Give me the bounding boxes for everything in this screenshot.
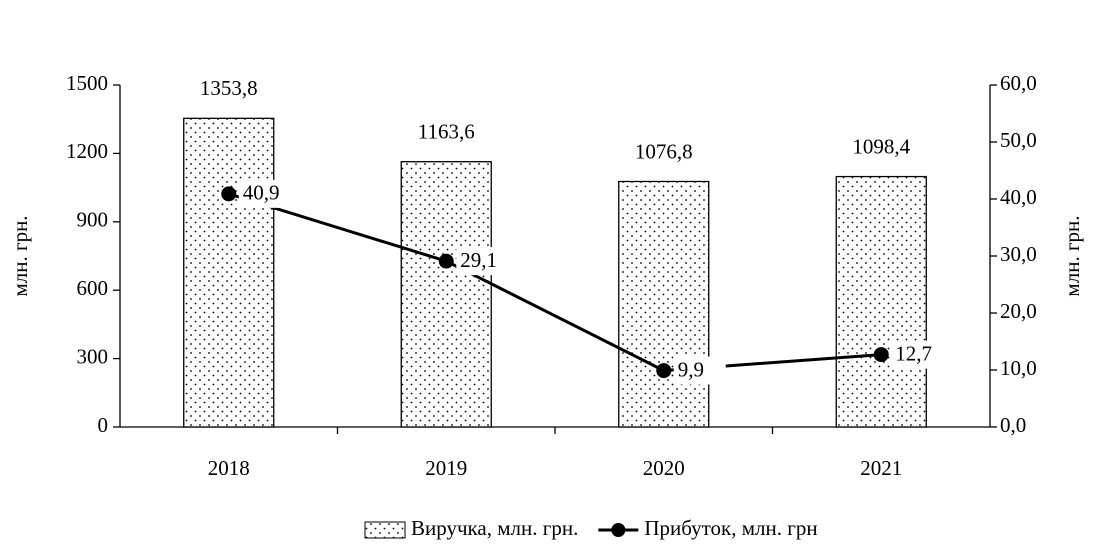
y-axis-title: млн. грн.: [8, 215, 32, 296]
bar-value-label: 1163,6: [418, 120, 475, 144]
line-value-label: 9,9: [678, 357, 704, 381]
line-marker: [439, 254, 454, 269]
y-tick-label: 300: [77, 344, 109, 368]
bar: [836, 177, 926, 427]
y2-tick-label: 10,0: [1000, 356, 1037, 380]
y-tick-label: 900: [77, 208, 109, 232]
y2-tick-label: 0,0: [1000, 413, 1026, 437]
x-tick-label: 2019: [425, 456, 467, 480]
legend-label: Виручка, млн. грн.: [411, 516, 578, 540]
y-tick-label: 1500: [66, 71, 108, 95]
bar: [401, 162, 491, 427]
y2-axis-title: млн. грн.: [1060, 215, 1084, 296]
x-tick-label: 2021: [860, 456, 902, 480]
legend-marker: [611, 523, 625, 537]
chart: млн. грн. млн. грн. 0 300 600 900 1200 1500 0,…: [0, 0, 1094, 548]
x-tick-label: 2020: [643, 456, 685, 480]
line-marker: [221, 186, 236, 201]
line-value-label: 12,7: [895, 341, 932, 365]
legend-label: Прибуток, млн. грн: [644, 516, 817, 540]
y-tick-label: 600: [77, 276, 109, 300]
y2-tick-label: 50,0: [1000, 128, 1037, 152]
y-tick-label: 1200: [66, 139, 108, 163]
y-tick-label: 0: [98, 413, 109, 437]
legend-swatch: [365, 522, 405, 538]
y2-tick-label: 40,0: [1000, 185, 1037, 209]
line-value-label: 29,1: [460, 248, 497, 272]
bar-value-label: 1098,4: [852, 134, 910, 158]
bar-value-label: 1076,8: [635, 139, 693, 163]
bar: [184, 118, 274, 427]
y2-tick-label: 30,0: [1000, 242, 1037, 266]
bar: [619, 181, 709, 427]
y2-tick-label: 20,0: [1000, 299, 1037, 323]
bar-value-label: 1353,8: [200, 76, 258, 100]
x-tick-label: 2018: [208, 456, 250, 480]
line-value-label: 40,9: [243, 181, 280, 205]
line-marker: [874, 347, 889, 362]
y2-tick-label: 60,0: [1000, 71, 1037, 95]
line: [229, 194, 882, 371]
line-marker: [656, 363, 671, 378]
